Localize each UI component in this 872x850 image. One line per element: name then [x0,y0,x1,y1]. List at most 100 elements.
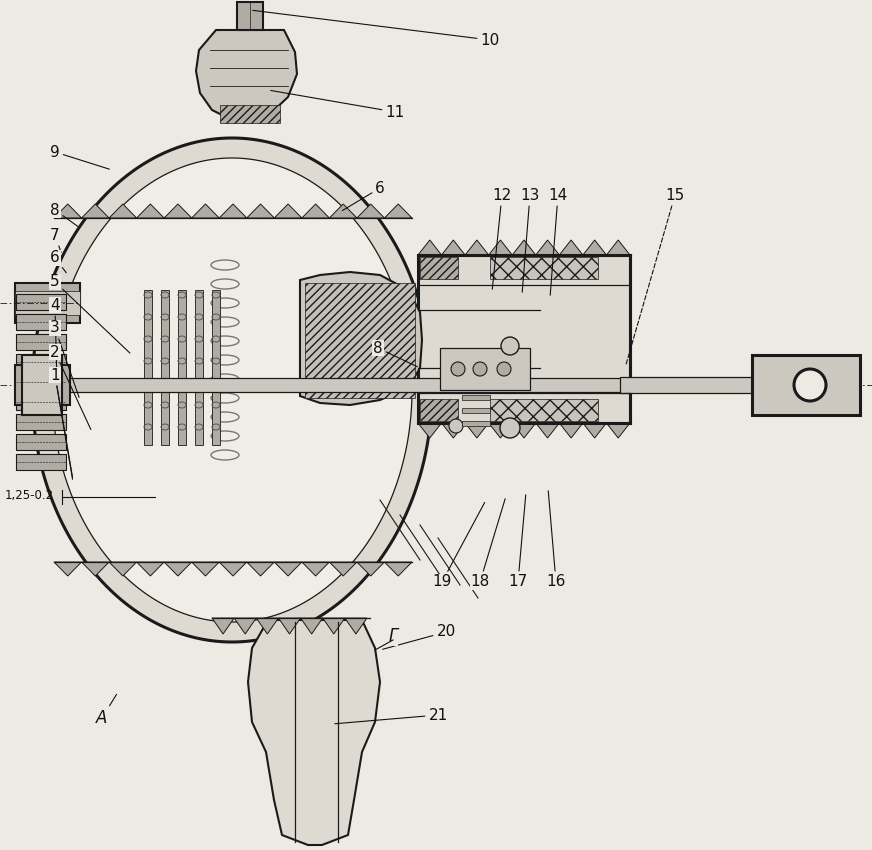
Polygon shape [247,204,275,218]
Circle shape [501,337,519,355]
Circle shape [473,362,487,376]
Circle shape [451,362,465,376]
Bar [752,355,860,415]
Bar [15,291,80,315]
Polygon shape [301,618,323,634]
Polygon shape [357,204,385,218]
Bar [418,255,630,423]
Polygon shape [606,423,630,438]
Text: 11: 11 [270,90,405,120]
Bar [490,399,598,421]
Text: 9: 9 [50,144,109,169]
Circle shape [449,419,463,433]
Polygon shape [512,240,535,255]
Text: 2: 2 [51,344,91,429]
Text: 6: 6 [343,180,385,211]
Polygon shape [323,618,344,634]
Bar [212,290,220,445]
Polygon shape [418,423,441,438]
Bar [16,434,66,450]
Polygon shape [32,138,432,642]
Text: 16: 16 [547,490,566,590]
Polygon shape [278,618,301,634]
Text: 21: 21 [335,707,447,723]
Text: 14: 14 [548,188,568,295]
Circle shape [497,362,511,376]
Text: 1,25-0.2: 1,25-0.2 [5,489,54,501]
Bar [220,105,280,123]
Polygon shape [164,204,192,218]
Polygon shape [302,562,330,576]
Text: A: A [96,694,117,727]
Bar [620,377,755,393]
Text: 12: 12 [493,188,512,289]
Text: 18: 18 [470,499,505,590]
Polygon shape [512,423,535,438]
Bar [195,290,203,445]
Bar [305,283,415,398]
Polygon shape [385,204,412,218]
Polygon shape [300,272,422,405]
Polygon shape [82,562,109,576]
Polygon shape [248,620,380,845]
Bar [15,283,80,323]
Text: 1: 1 [51,367,72,479]
Polygon shape [196,30,297,122]
Polygon shape [559,240,582,255]
Polygon shape [54,204,82,218]
Text: 7: 7 [51,228,61,252]
Text: 20: 20 [383,625,456,649]
Polygon shape [488,423,512,438]
Polygon shape [582,423,606,438]
Polygon shape [256,618,278,634]
Bar [16,334,66,350]
Polygon shape [275,562,302,576]
Polygon shape [465,423,488,438]
Bar [16,314,66,330]
Polygon shape [535,423,559,438]
Polygon shape [219,204,247,218]
Polygon shape [441,423,465,438]
Polygon shape [441,240,465,255]
Polygon shape [137,204,164,218]
Bar [462,395,490,400]
Bar [15,378,757,392]
Circle shape [500,418,520,438]
Polygon shape [137,562,164,576]
Circle shape [794,369,826,401]
Polygon shape [488,240,512,255]
Polygon shape [109,562,137,576]
Polygon shape [559,423,582,438]
Text: 15: 15 [626,188,685,366]
Text: 5: 5 [51,275,130,353]
Polygon shape [54,562,82,576]
Polygon shape [330,204,357,218]
Polygon shape [275,204,302,218]
Bar [420,399,458,421]
Bar [15,365,70,405]
Bar [16,414,66,430]
Polygon shape [418,240,441,255]
Polygon shape [606,240,630,255]
Text: 17: 17 [508,495,528,590]
Bar [462,408,490,413]
Bar [237,2,263,30]
Polygon shape [212,618,235,634]
Text: 13: 13 [521,188,540,292]
Polygon shape [582,240,606,255]
Polygon shape [247,562,275,576]
Bar [16,374,66,390]
Polygon shape [385,562,412,576]
Text: 10: 10 [253,10,500,48]
Polygon shape [219,562,247,576]
Bar [161,290,169,445]
Bar [420,257,458,279]
Bar [16,454,66,470]
Polygon shape [302,204,330,218]
Bar [16,294,66,310]
Text: 8: 8 [51,202,78,226]
Bar [144,290,152,445]
Polygon shape [82,204,109,218]
Text: Г: Г [388,627,398,645]
Bar [16,354,66,370]
